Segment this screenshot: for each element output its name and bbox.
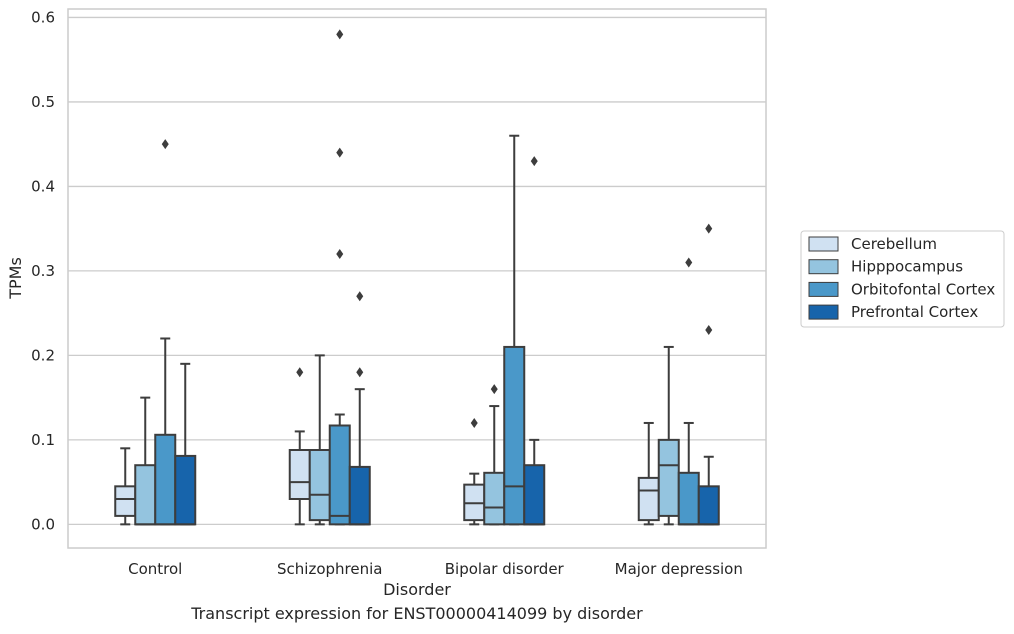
outlier-point [530, 156, 538, 167]
legend-label: Hipppocampus [851, 258, 963, 276]
box-body [483, 471, 506, 526]
series-prefrontal-cortex [174, 156, 720, 526]
outlier-point [296, 367, 304, 378]
box-body [523, 464, 546, 526]
y-tick-label: 0.5 [31, 93, 55, 111]
outlier-point [356, 367, 364, 378]
legend-label: Orbitofontal Cortex [851, 280, 995, 298]
box-body [697, 485, 720, 526]
legend-swatch [808, 259, 839, 275]
legend-label: Cerebellum [851, 235, 937, 253]
box-body [657, 438, 680, 517]
y-tick-labels: 0.0 0.1 0.2 0.3 0.4 0.5 0.6 [31, 8, 55, 533]
outlier-point [490, 384, 498, 395]
boxes-layer [114, 29, 720, 526]
box-body [637, 476, 660, 522]
y-axis-title: TPMs [6, 257, 25, 300]
box-item [677, 257, 700, 526]
x-tick-label: Schizophrenia [277, 560, 382, 578]
x-tick-label: Major depression [615, 560, 743, 578]
y-tick-label: 0.4 [31, 177, 55, 195]
y-tick-label: 0.0 [31, 515, 55, 533]
y-tick-label: 0.6 [31, 8, 55, 26]
outlier-point [685, 257, 693, 268]
y-tick-label: 0.1 [31, 431, 55, 449]
series-cerebellum [114, 367, 660, 526]
box-body [288, 449, 311, 500]
outlier-point [470, 417, 478, 428]
box-body [677, 471, 700, 526]
legend: Cerebellum Hipppocampus Orbitofontal Corte… [800, 230, 1005, 328]
box-body [503, 345, 526, 526]
y-tick-label: 0.3 [31, 262, 55, 280]
box-item [637, 421, 660, 526]
box-body [308, 449, 331, 522]
legend-label: Prefrontal Cortex [851, 303, 978, 321]
x-tick-labels: Control Schizophrenia Bipolar disorder Majo… [128, 560, 743, 578]
box-item [697, 223, 720, 526]
series-orbitofontal-cortex [154, 29, 700, 526]
box-item [503, 134, 526, 526]
box-item [348, 291, 371, 526]
box-item [463, 417, 486, 526]
x-axis-title: Disorder [383, 580, 451, 599]
chart-caption: Transcript expression for ENST0000041409… [191, 604, 643, 623]
box-item [523, 156, 546, 526]
x-tick-label: Control [128, 560, 182, 578]
box-body [348, 465, 371, 526]
box-body [114, 485, 137, 517]
box-body [134, 464, 157, 526]
outlier-point [336, 147, 344, 158]
legend-swatch [808, 236, 839, 252]
box-body [328, 424, 351, 526]
box-item [657, 345, 680, 526]
outlier-point [705, 223, 713, 234]
outlier-point [161, 139, 169, 150]
x-tick-label: Bipolar disorder [445, 560, 565, 578]
box-body [174, 454, 197, 526]
box-body [154, 433, 177, 526]
legend-swatch [808, 304, 839, 320]
outlier-point [336, 29, 344, 40]
outlier-point [336, 249, 344, 259]
y-tick-label: 0.2 [31, 346, 55, 364]
box-item [174, 362, 197, 526]
legend-frame [800, 230, 1005, 328]
outlier-point [356, 291, 364, 302]
outlier-point [705, 325, 713, 336]
box-item [308, 354, 331, 526]
box-item [154, 139, 177, 526]
plot-area-border [67, 8, 767, 549]
legend-swatch [808, 281, 839, 297]
box-item [114, 447, 137, 526]
